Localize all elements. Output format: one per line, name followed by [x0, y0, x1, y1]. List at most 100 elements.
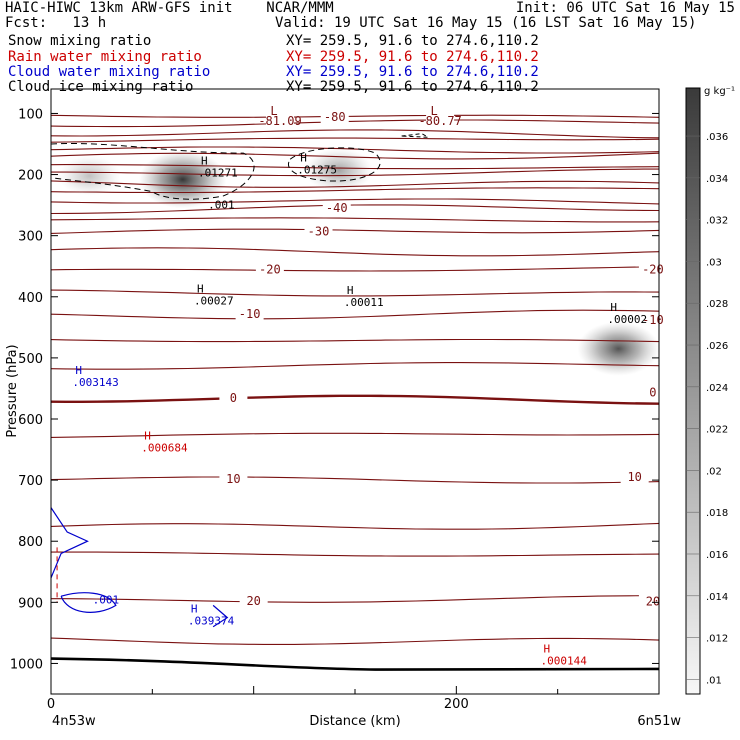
- contour-extremum-marker: L: [270, 104, 277, 118]
- isotherm-contour: [51, 309, 659, 320]
- contour-label-bg: [322, 201, 351, 215]
- colorbar-tick-label: .026: [706, 341, 728, 352]
- isotherm-contour: [51, 522, 659, 530]
- contour-label: -81.09: [258, 114, 301, 128]
- contour-extremum-marker: L: [431, 104, 438, 118]
- contour-label-bg: [219, 391, 248, 405]
- surface-pressure-line: [51, 657, 659, 671]
- x-start-label: 4n53w: [52, 714, 96, 729]
- isotherm-contour: [51, 146, 659, 154]
- x-tick-label: 200: [444, 697, 469, 712]
- maximum-value-label: .00002: [607, 313, 647, 326]
- cloud-water-contour: [51, 507, 89, 579]
- contour-label: 0: [649, 386, 656, 400]
- header-line1-right: Init: 06 UTC Sat 16 May 15: [515, 0, 735, 16]
- field-name-cloud-water: Cloud water mixing ratio: [8, 64, 211, 80]
- snow-contour-small: [401, 133, 429, 138]
- isotherm-contour: [51, 595, 659, 603]
- colorbar-units: g kg⁻¹: [704, 86, 735, 97]
- y-tick-label: 600: [18, 413, 43, 428]
- isotherm-contour: [51, 476, 659, 484]
- maximum-value-label: .00011: [344, 296, 384, 309]
- x-tick-label: 0: [47, 697, 55, 712]
- contour-label-bg: [620, 470, 649, 484]
- isotherm-contour: [51, 198, 659, 205]
- isotherm-contour: [51, 119, 659, 128]
- contour-label-bg: [235, 306, 264, 320]
- maximum-marker: H: [610, 301, 617, 314]
- colorbar-tick-label: .012: [706, 634, 728, 645]
- colorbar-tick-label: .032: [706, 216, 728, 227]
- header-line2-right: Valid: 19 UTC Sat 16 May 15 (16 LST Sat …: [275, 15, 697, 31]
- maximum-value-label: .01275: [297, 163, 337, 176]
- contour-label: 20: [246, 594, 260, 608]
- contour-label: -20: [259, 262, 281, 276]
- maximum-marker: H: [197, 283, 204, 296]
- field-name-rain: Rain water mixing ratio: [8, 49, 202, 65]
- maximum-marker: H: [201, 154, 208, 167]
- isotherm-contour: [51, 187, 659, 194]
- contour-label-bg: [638, 594, 667, 608]
- isotherm-contour: [51, 247, 659, 257]
- isotherm-contour: [51, 204, 659, 215]
- isotherm-contour: [51, 180, 659, 188]
- snow-shading-blob: [58, 155, 121, 196]
- maximum-value-label: .039374: [188, 614, 235, 627]
- contour-label-bg: [638, 385, 667, 399]
- isotherm-contour: [51, 137, 659, 143]
- isotherm-contour: [51, 152, 659, 160]
- field-name-cloud-ice: Cloud ice mixing ratio: [8, 79, 194, 95]
- field-xy-cloud-water: XY= 259.5, 91.6 to 274.6,110.2: [286, 64, 539, 80]
- maximum-value-label: .00027: [194, 295, 234, 308]
- y-tick-label: 900: [18, 596, 43, 611]
- contour-label-bg: [266, 113, 295, 127]
- isotherm-contour: [51, 551, 659, 557]
- isotherm-contour: [51, 432, 659, 438]
- isotherm-contour: [51, 266, 659, 272]
- field-name-snow: Snow mixing ratio: [8, 33, 152, 49]
- contour-label-bg: [638, 262, 667, 276]
- colorbar-tick-label: .03: [706, 257, 722, 268]
- isotherm-contour: [51, 129, 659, 139]
- contour-label: -80: [324, 110, 346, 124]
- header-line1-left: HAIC-HIWC 13km ARW-GFS init NCAR/MMM: [5, 0, 334, 16]
- colorbar-tick-label: .018: [706, 508, 728, 519]
- contour-label-bg: [638, 313, 667, 326]
- colorbar-tick-label: .01: [706, 675, 722, 686]
- y-axis-label: Pressure (hPa): [5, 344, 20, 437]
- field-xy-cloud-ice: XY= 259.5, 91.6 to 274.6,110.2: [286, 79, 539, 95]
- isotherm-contour: [51, 164, 659, 170]
- y-tick-label: 200: [18, 169, 43, 184]
- contour-label: -40: [326, 201, 348, 215]
- isotherm-contour: [51, 338, 659, 343]
- maximum-marker: H: [544, 643, 551, 656]
- maximum-value-label: .001: [93, 594, 120, 607]
- contour-label-bg: [426, 113, 455, 127]
- colorbar-tick-label: .014: [706, 592, 728, 603]
- isotherm-contour: [51, 637, 659, 645]
- colorbar: [685, 87, 701, 695]
- isotherm-contour: [51, 217, 659, 223]
- contour-label: -80.77: [418, 114, 461, 128]
- maximum-marker: H: [300, 151, 307, 164]
- x-axis-label: Distance (km): [309, 714, 400, 729]
- contour-label: -30: [308, 224, 330, 238]
- contour-label-bg: [304, 224, 333, 238]
- x-end-label: 6n51w: [637, 714, 681, 729]
- isotherm-contour: [51, 362, 659, 370]
- isotherm-contour: [51, 114, 659, 118]
- y-tick-label: 500: [18, 352, 43, 367]
- contour-label: -20: [642, 262, 664, 276]
- y-tick-label: 100: [18, 107, 43, 122]
- maximum-marker: H: [191, 602, 198, 615]
- colorbar-tick-label: .022: [706, 425, 728, 436]
- contour-label-bg: [239, 594, 268, 608]
- isotherm-contour: [51, 394, 659, 405]
- y-tick-label: 1000: [10, 657, 43, 672]
- maximum-marker: H: [75, 364, 82, 377]
- colorbar-tick-label: .016: [706, 550, 728, 561]
- isotherm-contour: [51, 289, 659, 297]
- contour-label: 20: [646, 595, 660, 609]
- colorbar-tick-label: .028: [706, 299, 728, 310]
